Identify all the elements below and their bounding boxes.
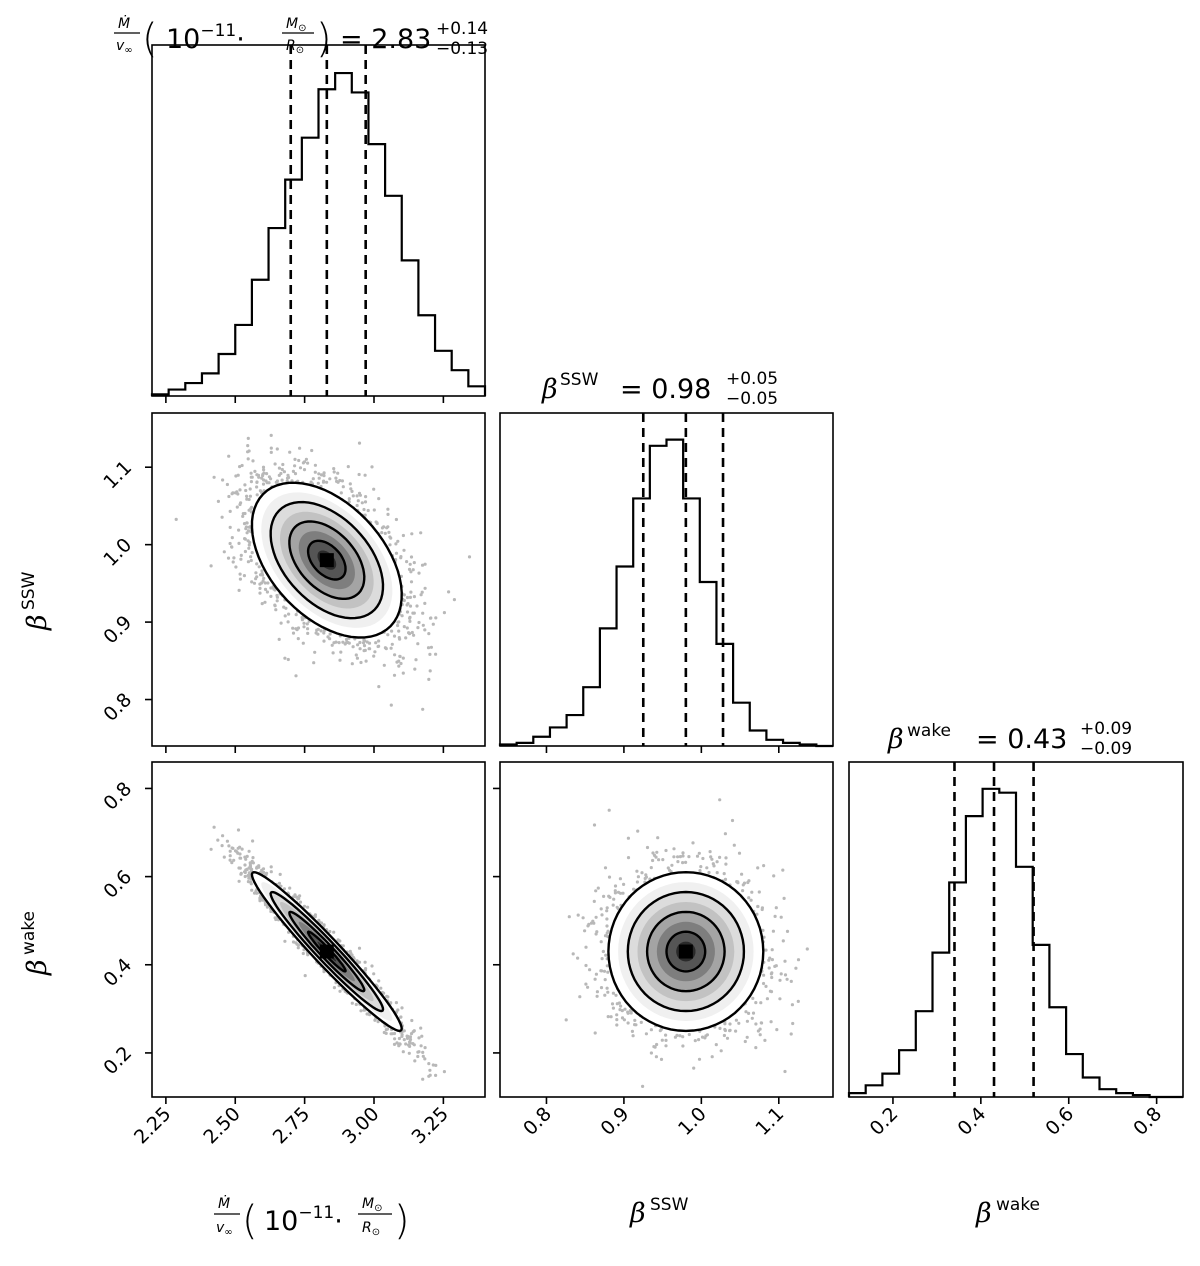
xtick-label-beta_wake: 0.4 <box>953 1103 990 1140</box>
ylabel-beta-ssw: β SSW <box>19 571 53 631</box>
xlabel-beta-wake: β wake <box>975 1195 1040 1229</box>
hist-beta_wake <box>847 762 1183 1099</box>
contour-2 <box>626 890 746 1013</box>
xtick-label-beta_wake: 0.2 <box>866 1103 903 1140</box>
title-mdot: Ṁ v∞ ( 10−11· M⊙ R⊙ ) = 2.83 +0.14 −0.13 <box>114 14 488 62</box>
xtick-label-beta_ssw: 1.0 <box>674 1103 711 1140</box>
xtick-label-beta_wake: 0.6 <box>1041 1103 1078 1140</box>
svg-text:(: ( <box>142 16 158 62</box>
peak-cell <box>678 944 693 959</box>
title-beta-ssw: β SSW = 0.98 +0.05 −0.05 <box>541 369 778 409</box>
hist-step-beta_ssw <box>498 438 833 748</box>
svg-text:β: β <box>887 724 904 755</box>
ytick-label-beta_wake: 0.2 <box>99 1042 136 1079</box>
xtick-label-mdot: 2.50 <box>199 1103 244 1148</box>
hist-mdot <box>150 45 487 396</box>
svg-text:β: β <box>975 1198 992 1229</box>
svg-text:−0.09: −0.09 <box>1080 739 1132 759</box>
panel-mdot-vs-beta_ssw <box>174 433 472 711</box>
svg-text:β: β <box>22 959 53 976</box>
svg-text:M⊙: M⊙ <box>362 1196 382 1214</box>
ytick-label-beta_ssw: 1.1 <box>99 457 136 494</box>
svg-text:): ) <box>394 1198 410 1244</box>
xtick-label-beta_ssw: 1.1 <box>751 1103 788 1140</box>
contour-3 <box>607 870 765 1033</box>
svg-text:+0.09: +0.09 <box>1080 719 1132 739</box>
scatter-layer <box>174 433 809 1088</box>
ytick-label-beta_wake: 0.8 <box>99 778 136 815</box>
peak-cell <box>319 553 334 568</box>
svg-text:Ṁ: Ṁ <box>218 1194 230 1212</box>
svg-text:R⊙: R⊙ <box>362 1220 380 1238</box>
ytick-label-beta_ssw: 0.9 <box>99 611 136 648</box>
contour-0 <box>306 539 347 581</box>
svg-text:wake: wake <box>996 1195 1040 1215</box>
hist-beta_ssw <box>498 413 833 748</box>
svg-text:SSW: SSW <box>560 370 599 390</box>
contour-3 <box>250 870 403 1033</box>
svg-text:−0.05: −0.05 <box>726 389 778 409</box>
xtick-label-beta_ssw: 0.8 <box>519 1103 556 1140</box>
svg-text:SSW: SSW <box>650 1195 689 1215</box>
svg-text:v∞: v∞ <box>216 1220 233 1238</box>
svg-text:SSW: SSW <box>19 571 39 610</box>
frame-0-0 <box>151 44 486 397</box>
title-beta-ssw-value: = 0.98 <box>620 374 711 405</box>
svg-text:Ṁ: Ṁ <box>118 14 130 32</box>
histogram-layer <box>150 45 1183 1099</box>
xtick-label-mdot: 2.25 <box>130 1103 175 1148</box>
xlabel-beta-ssw: β SSW <box>629 1195 689 1229</box>
panel-mdot-vs-beta_wake <box>209 825 447 1081</box>
svg-text:β: β <box>22 614 53 631</box>
svg-text:−0.13: −0.13 <box>436 39 488 59</box>
svg-text:M⊙: M⊙ <box>286 16 306 34</box>
title-mdot-value: = 2.83 <box>340 24 431 55</box>
panel-beta_ssw-vs-beta_wake <box>564 798 809 1088</box>
svg-text:+0.14: +0.14 <box>436 19 488 39</box>
frame-0-2 <box>151 761 486 1098</box>
hist-step-beta_wake <box>847 787 1183 1099</box>
contour-1 <box>288 520 366 600</box>
svg-text:wake: wake <box>19 911 39 955</box>
ytick-label-beta_ssw: 1.0 <box>99 534 136 571</box>
svg-text:): ) <box>316 16 332 62</box>
contour-2 <box>269 890 385 1013</box>
svg-text:β: β <box>541 374 558 405</box>
xtick-label-mdot: 2.75 <box>269 1103 314 1148</box>
svg-text:(: ( <box>242 1198 258 1244</box>
svg-text:wake: wake <box>907 721 951 741</box>
peak-cell <box>319 944 334 959</box>
svg-text:R⊙: R⊙ <box>286 38 304 56</box>
xtick-label-beta_ssw: 0.9 <box>597 1103 634 1140</box>
contour-1 <box>645 910 726 993</box>
svg-text:10−11·: 10−11· <box>166 21 245 55</box>
panel-frames <box>151 44 1184 1098</box>
svg-text:β: β <box>629 1198 646 1229</box>
contour-3 <box>250 481 403 639</box>
frame-1-1 <box>499 412 834 747</box>
svg-text:+0.05: +0.05 <box>726 369 778 389</box>
ytick-label-beta_ssw: 0.8 <box>99 689 136 726</box>
frame-1-2 <box>499 761 834 1098</box>
ylabel-beta-wake: β wake <box>19 911 53 976</box>
contour-2 <box>269 500 385 620</box>
ytick-label-beta_wake: 0.6 <box>99 866 136 903</box>
xtick-label-mdot: 3.25 <box>407 1103 452 1148</box>
xtick-label-beta_wake: 0.8 <box>1129 1103 1166 1140</box>
title-beta-wake: β wake = 0.43 +0.09 −0.09 <box>887 719 1132 759</box>
contour-0 <box>665 930 707 973</box>
title-beta-wake-value: = 0.43 <box>976 724 1067 755</box>
ytick-label-beta_wake: 0.4 <box>99 954 136 991</box>
frame-2-2 <box>848 761 1184 1098</box>
svg-text:v∞: v∞ <box>116 38 133 56</box>
xlabel-mdot: Ṁ v∞ ( 10−11· M⊙ R⊙ ) <box>214 1194 410 1244</box>
hist-step-mdot <box>150 71 487 396</box>
xtick-label-mdot: 3.00 <box>338 1103 383 1148</box>
svg-text:10−11·: 10−11· <box>264 1203 343 1237</box>
frame-0-1 <box>151 412 486 747</box>
